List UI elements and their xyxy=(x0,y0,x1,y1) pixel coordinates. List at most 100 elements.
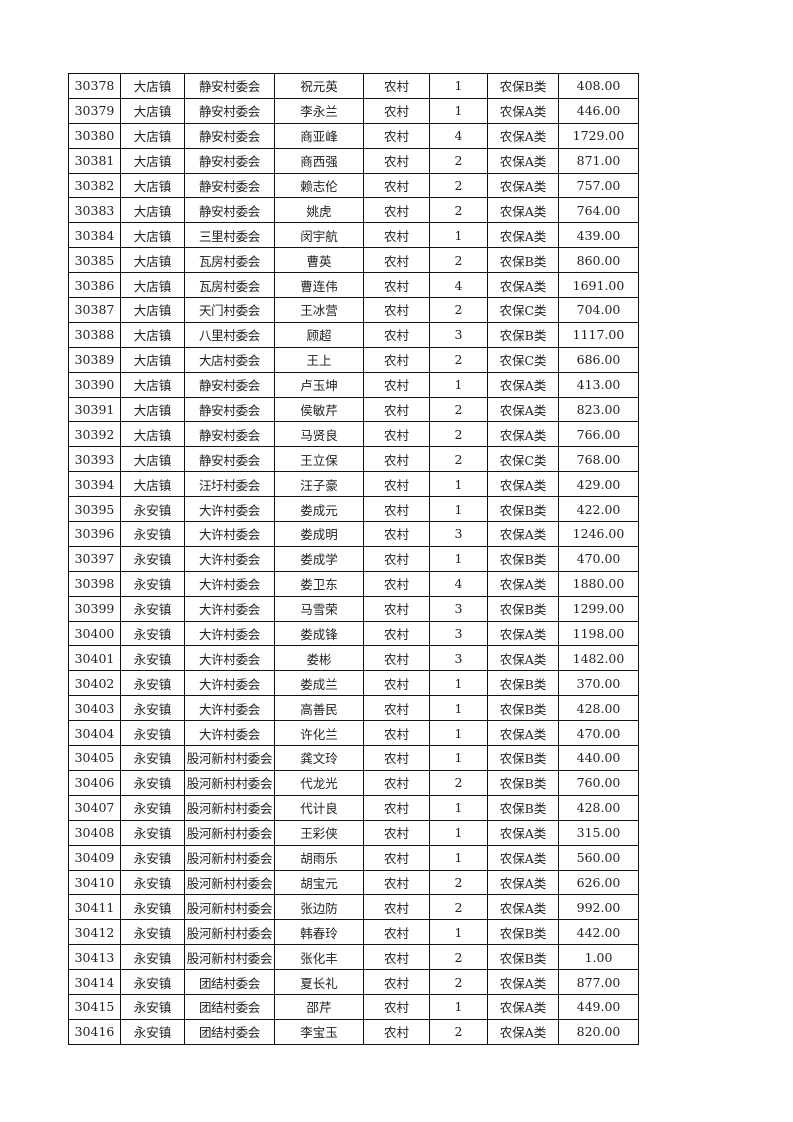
village-committee-cell: 八里村委会 xyxy=(184,321,275,348)
person-name-cell: 夏长礼 xyxy=(274,969,364,995)
household-size-cell: 1 xyxy=(429,371,488,398)
table-row: 30390 大店镇 静安村委会 卢玉坤 农村 1 农保A类 413.00 xyxy=(68,371,639,398)
insurance-category-cell: 农保A类 xyxy=(487,1018,559,1045)
area-type-cell: 农村 xyxy=(363,944,430,971)
record-id-cell: 30396 xyxy=(68,521,121,547)
amount-cell: 768.00 xyxy=(558,446,639,473)
household-size-cell: 3 xyxy=(429,321,488,348)
insurance-category-cell: 农保A类 xyxy=(487,819,559,846)
household-size-cell: 4 xyxy=(429,122,488,149)
person-name-cell: 高善民 xyxy=(274,695,364,722)
record-id-cell: 30406 xyxy=(68,769,121,796)
household-size-cell: 2 xyxy=(429,172,488,199)
insurance-category-cell: 农保C类 xyxy=(487,446,559,473)
area-type-cell: 农村 xyxy=(363,272,430,299)
insurance-category-cell: 农保B类 xyxy=(487,545,559,572)
table-row: 30415 永安镇 团结村委会 邵芹 农村 1 农保A类 449.00 xyxy=(68,993,639,1020)
person-name-cell: 娄卫东 xyxy=(274,570,364,597)
person-name-cell: 卢玉坤 xyxy=(274,371,364,398)
record-id-cell: 30399 xyxy=(68,595,121,622)
household-size-cell: 3 xyxy=(429,645,488,672)
area-type-cell: 农村 xyxy=(363,297,430,323)
amount-cell: 877.00 xyxy=(558,969,639,995)
town-cell: 大店镇 xyxy=(120,73,185,99)
town-cell: 永安镇 xyxy=(120,894,185,921)
town-cell: 永安镇 xyxy=(120,620,185,647)
town-cell: 永安镇 xyxy=(120,844,185,871)
village-committee-cell: 团结村委会 xyxy=(184,969,275,995)
table-row: 30378 大店镇 静安村委会 祝元英 农村 1 农保B类 408.00 xyxy=(68,73,639,99)
household-size-cell: 2 xyxy=(429,147,488,174)
town-cell: 永安镇 xyxy=(120,545,185,572)
amount-cell: 1117.00 xyxy=(558,321,639,348)
record-id-cell: 30391 xyxy=(68,396,121,423)
record-id-cell: 30412 xyxy=(68,919,121,946)
record-id-cell: 30382 xyxy=(68,172,121,199)
table-row: 30416 永安镇 团结村委会 李宝玉 农村 2 农保A类 820.00 xyxy=(68,1018,639,1045)
household-size-cell: 1 xyxy=(429,745,488,771)
village-committee-cell: 股河新村村委会 xyxy=(184,819,275,846)
town-cell: 永安镇 xyxy=(120,695,185,722)
area-type-cell: 农村 xyxy=(363,97,430,124)
area-type-cell: 农村 xyxy=(363,969,430,995)
amount-cell: 764.00 xyxy=(558,197,639,224)
area-type-cell: 农村 xyxy=(363,570,430,597)
village-committee-cell: 股河新村村委会 xyxy=(184,919,275,946)
town-cell: 永安镇 xyxy=(120,645,185,672)
person-name-cell: 闵宇航 xyxy=(274,222,364,249)
person-name-cell: 顾超 xyxy=(274,321,364,348)
table-row: 30392 大店镇 静安村委会 马贤良 农村 2 农保A类 766.00 xyxy=(68,421,639,448)
village-committee-cell: 大许村委会 xyxy=(184,670,275,697)
household-size-cell: 1 xyxy=(429,844,488,871)
village-committee-cell: 静安村委会 xyxy=(184,122,275,149)
insurance-category-cell: 农保A类 xyxy=(487,396,559,423)
area-type-cell: 农村 xyxy=(363,1018,430,1045)
person-name-cell: 许化兰 xyxy=(274,720,364,747)
person-name-cell: 李永兰 xyxy=(274,97,364,124)
record-id-cell: 30390 xyxy=(68,371,121,398)
village-committee-cell: 静安村委会 xyxy=(184,172,275,199)
village-committee-cell: 大许村委会 xyxy=(184,645,275,672)
insurance-category-cell: 农保A类 xyxy=(487,521,559,547)
area-type-cell: 农村 xyxy=(363,73,430,99)
town-cell: 永安镇 xyxy=(120,745,185,771)
table-row: 30389 大店镇 大店村委会 王上 农村 2 农保C类 686.00 xyxy=(68,346,639,373)
record-id-cell: 30409 xyxy=(68,844,121,871)
person-name-cell: 祝元英 xyxy=(274,73,364,99)
table-body: 30378 大店镇 静安村委会 祝元英 农村 1 农保B类 408.00 30379 大店镇 静安村… xyxy=(68,73,639,1045)
area-type-cell: 农村 xyxy=(363,794,430,821)
table-row: 30385 大店镇 瓦房村委会 曹英 农村 2 农保B类 860.00 xyxy=(68,247,639,274)
amount-cell: 860.00 xyxy=(558,247,639,274)
table-row: 30414 永安镇 团结村委会 夏长礼 农村 2 农保A类 877.00 xyxy=(68,969,639,995)
amount-cell: 760.00 xyxy=(558,769,639,796)
amount-cell: 439.00 xyxy=(558,222,639,249)
town-cell: 永安镇 xyxy=(120,794,185,821)
insurance-category-cell: 农保B类 xyxy=(487,794,559,821)
person-name-cell: 王立保 xyxy=(274,446,364,473)
person-name-cell: 娄成锋 xyxy=(274,620,364,647)
village-committee-cell: 静安村委会 xyxy=(184,421,275,448)
village-committee-cell: 大许村委会 xyxy=(184,521,275,547)
insurance-category-cell: 农保B类 xyxy=(487,670,559,697)
table-row: 30413 永安镇 股河新村村委会 张化丰 农村 2 农保B类 1.00 xyxy=(68,944,639,971)
person-name-cell: 马雪荣 xyxy=(274,595,364,622)
record-id-cell: 30393 xyxy=(68,446,121,473)
town-cell: 永安镇 xyxy=(120,919,185,946)
person-name-cell: 代计良 xyxy=(274,794,364,821)
household-size-cell: 1 xyxy=(429,670,488,697)
village-committee-cell: 静安村委会 xyxy=(184,97,275,124)
amount-cell: 757.00 xyxy=(558,172,639,199)
table-row: 30408 永安镇 股河新村村委会 王彩侠 农村 1 农保A类 315.00 xyxy=(68,819,639,846)
amount-cell: 1729.00 xyxy=(558,122,639,149)
record-id-cell: 30387 xyxy=(68,297,121,323)
household-size-cell: 2 xyxy=(429,396,488,423)
household-size-cell: 3 xyxy=(429,595,488,622)
area-type-cell: 农村 xyxy=(363,496,430,523)
village-committee-cell: 团结村委会 xyxy=(184,993,275,1020)
person-name-cell: 韩春玲 xyxy=(274,919,364,946)
insurance-category-cell: 农保A类 xyxy=(487,993,559,1020)
person-name-cell: 姚虎 xyxy=(274,197,364,224)
person-name-cell: 王冰营 xyxy=(274,297,364,323)
area-type-cell: 农村 xyxy=(363,521,430,547)
amount-cell: 470.00 xyxy=(558,720,639,747)
